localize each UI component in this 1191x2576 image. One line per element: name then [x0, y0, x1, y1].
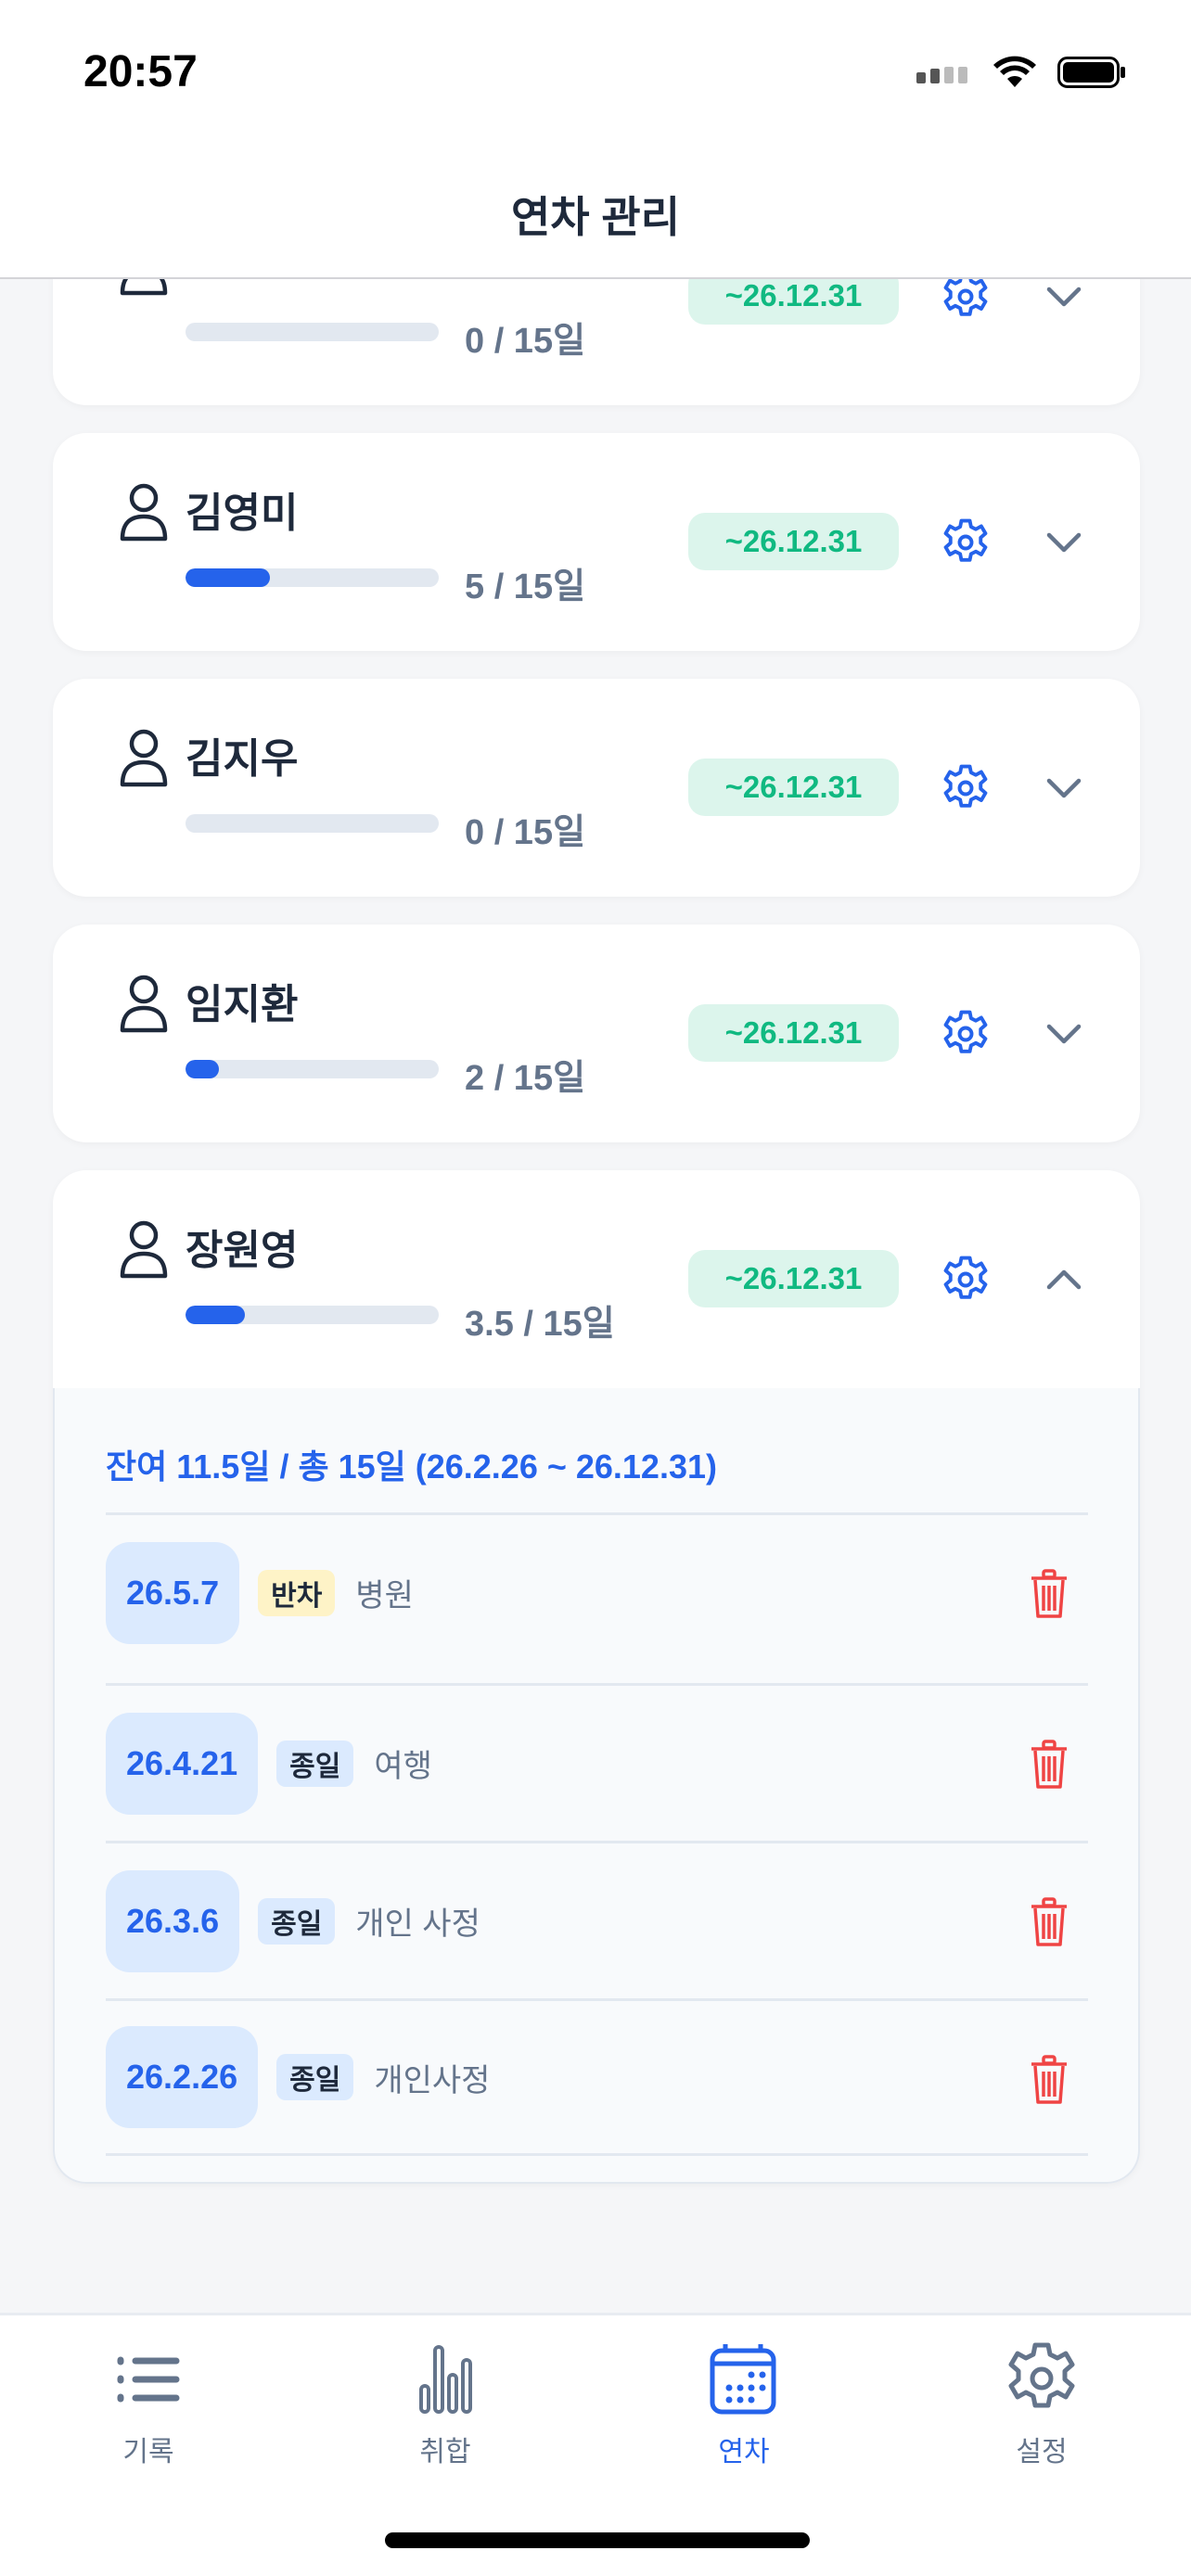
leave-reason: 개인 사정 [355, 1906, 480, 1942]
employee-name: 임지환 [186, 982, 299, 1027]
page-title: 연차 관리 [510, 193, 681, 241]
leave-type-badge: 종일 [258, 1897, 336, 1945]
leave-entry: 26.2.26 종일 개인사정 [106, 1998, 1088, 2156]
battery-icon [1057, 57, 1125, 88]
trash-icon[interactable] [1029, 1740, 1069, 1790]
expiry-badge: ~26.12.31 [688, 759, 899, 816]
leave-progress-bar [186, 814, 439, 833]
trash-icon[interactable] [1029, 1569, 1069, 1619]
trash-icon[interactable] [1029, 2055, 1069, 2105]
gear-icon[interactable] [941, 273, 990, 321]
leave-used-text: 2 / 15일 [465, 1059, 586, 1098]
leave-progress-bar [186, 1060, 439, 1078]
leave-type-badge: 종일 [276, 1740, 354, 1787]
chevron-down-icon[interactable] [1044, 526, 1084, 559]
chevron-down-icon[interactable] [1044, 280, 1084, 313]
leave-progress-fill [186, 1306, 245, 1324]
employee-card: 임지환 2 / 15일 ~26.12.31 [53, 925, 1140, 1142]
employee-name: 김지우 [186, 736, 299, 782]
gear-icon[interactable] [941, 1256, 990, 1304]
leave-used-text: 5 / 15일 [465, 567, 586, 606]
expiry-badge: ~26.12.31 [688, 1250, 899, 1307]
person-icon [120, 483, 168, 542]
person-icon [120, 1220, 168, 1279]
tab-label: 설정 [1016, 2437, 1068, 2468]
home-indicator [385, 2532, 810, 2548]
chevron-up-icon[interactable] [1044, 1263, 1084, 1296]
tab-bar: 기록 취합 연차 설정 [0, 2313, 1191, 2576]
leave-summary: 잔여 11.5일 / 총 15일 (26.2.26 ~ 26.12.31) [106, 1447, 717, 1486]
employee-card-header[interactable]: 김지우 0 / 15일 ~26.12.31 [53, 679, 1140, 897]
tab-leave[interactable]: 연차 [651, 2341, 837, 2469]
leave-reason: 개인사정 [374, 2062, 491, 2098]
calendar-icon [710, 2344, 776, 2415]
person-icon [120, 729, 168, 787]
expiry-badge: ~26.12.31 [688, 513, 899, 570]
leave-type-badge: 종일 [276, 2054, 354, 2100]
leave-date: 26.2.26 [106, 2026, 259, 2128]
gear-icon [1008, 2342, 1075, 2408]
leave-progress-fill [186, 568, 270, 587]
leave-type-badge: 반차 [258, 1569, 336, 1616]
gear-icon[interactable] [941, 764, 990, 812]
employee-card: 김지우 0 / 15일 ~26.12.31 [53, 679, 1140, 897]
leave-used-text: 0 / 15일 [465, 813, 586, 852]
tab-records[interactable]: 기록 [56, 2341, 241, 2469]
leave-entry: 26.5.7 반차 병원 [106, 1512, 1088, 1670]
employee-card: 김영미 5 / 15일 ~26.12.31 [53, 433, 1140, 651]
leave-reason: 여행 [374, 1749, 432, 1784]
leave-progress-bar [186, 568, 439, 587]
header: 연차 관리 [0, 139, 1191, 279]
leave-date: 26.5.7 [106, 1541, 240, 1644]
leave-used-text: 3.5 / 15일 [465, 1305, 615, 1344]
employee-card-header[interactable]: 임지환 2 / 15일 ~26.12.31 [53, 925, 1140, 1142]
bar-chart-icon [419, 2345, 472, 2414]
employee-card: 장원영 3.5 / 15일 ~26.12.31 잔여 11.5일 / 총 15일… [53, 1170, 1140, 2184]
leave-detail-panel: 잔여 11.5일 / 총 15일 (26.2.26 ~ 26.12.31) 26… [53, 1388, 1140, 2184]
chevron-down-icon[interactable] [1044, 772, 1084, 805]
employee-card-header[interactable]: 김영미 5 / 15일 ~26.12.31 [53, 433, 1140, 651]
tab-label: 연차 [718, 2437, 770, 2468]
leave-entry: 26.3.6 종일 개인 사정 [106, 1841, 1088, 1998]
employee-name: 장원영 [186, 1228, 299, 1273]
tab-summary[interactable]: 취합 [352, 2341, 538, 2469]
leave-entry: 26.4.21 종일 여행 [106, 1683, 1088, 1841]
wifi-icon [993, 56, 1036, 87]
leave-progress-fill [186, 1060, 220, 1078]
leave-progress-bar [186, 1306, 439, 1324]
leave-date: 26.3.6 [106, 1869, 240, 1972]
employee-card-header[interactable]: 장원영 3.5 / 15일 ~26.12.31 [53, 1170, 1140, 1388]
tab-label: 취합 [419, 2437, 471, 2468]
trash-icon[interactable] [1029, 1897, 1069, 1947]
leave-used-text: 0 / 15일 [465, 322, 586, 361]
chevron-down-icon[interactable] [1044, 1017, 1084, 1051]
employee-name: 김영미 [186, 491, 299, 536]
tab-label: 기록 [122, 2437, 174, 2468]
status-bar: 20:57 [0, 0, 1191, 139]
status-time: 20:57 [83, 47, 198, 96]
gear-icon[interactable] [941, 1010, 990, 1058]
list-icon [117, 2356, 180, 2403]
person-icon [120, 975, 168, 1033]
signal-icon [916, 67, 967, 83]
leave-reason: 병원 [355, 1578, 414, 1613]
gear-icon[interactable] [941, 518, 990, 567]
tab-settings[interactable]: 설정 [949, 2341, 1134, 2469]
leave-progress-bar [186, 323, 439, 341]
leave-date: 26.4.21 [106, 1712, 259, 1815]
expiry-badge: ~26.12.31 [688, 1004, 899, 1062]
